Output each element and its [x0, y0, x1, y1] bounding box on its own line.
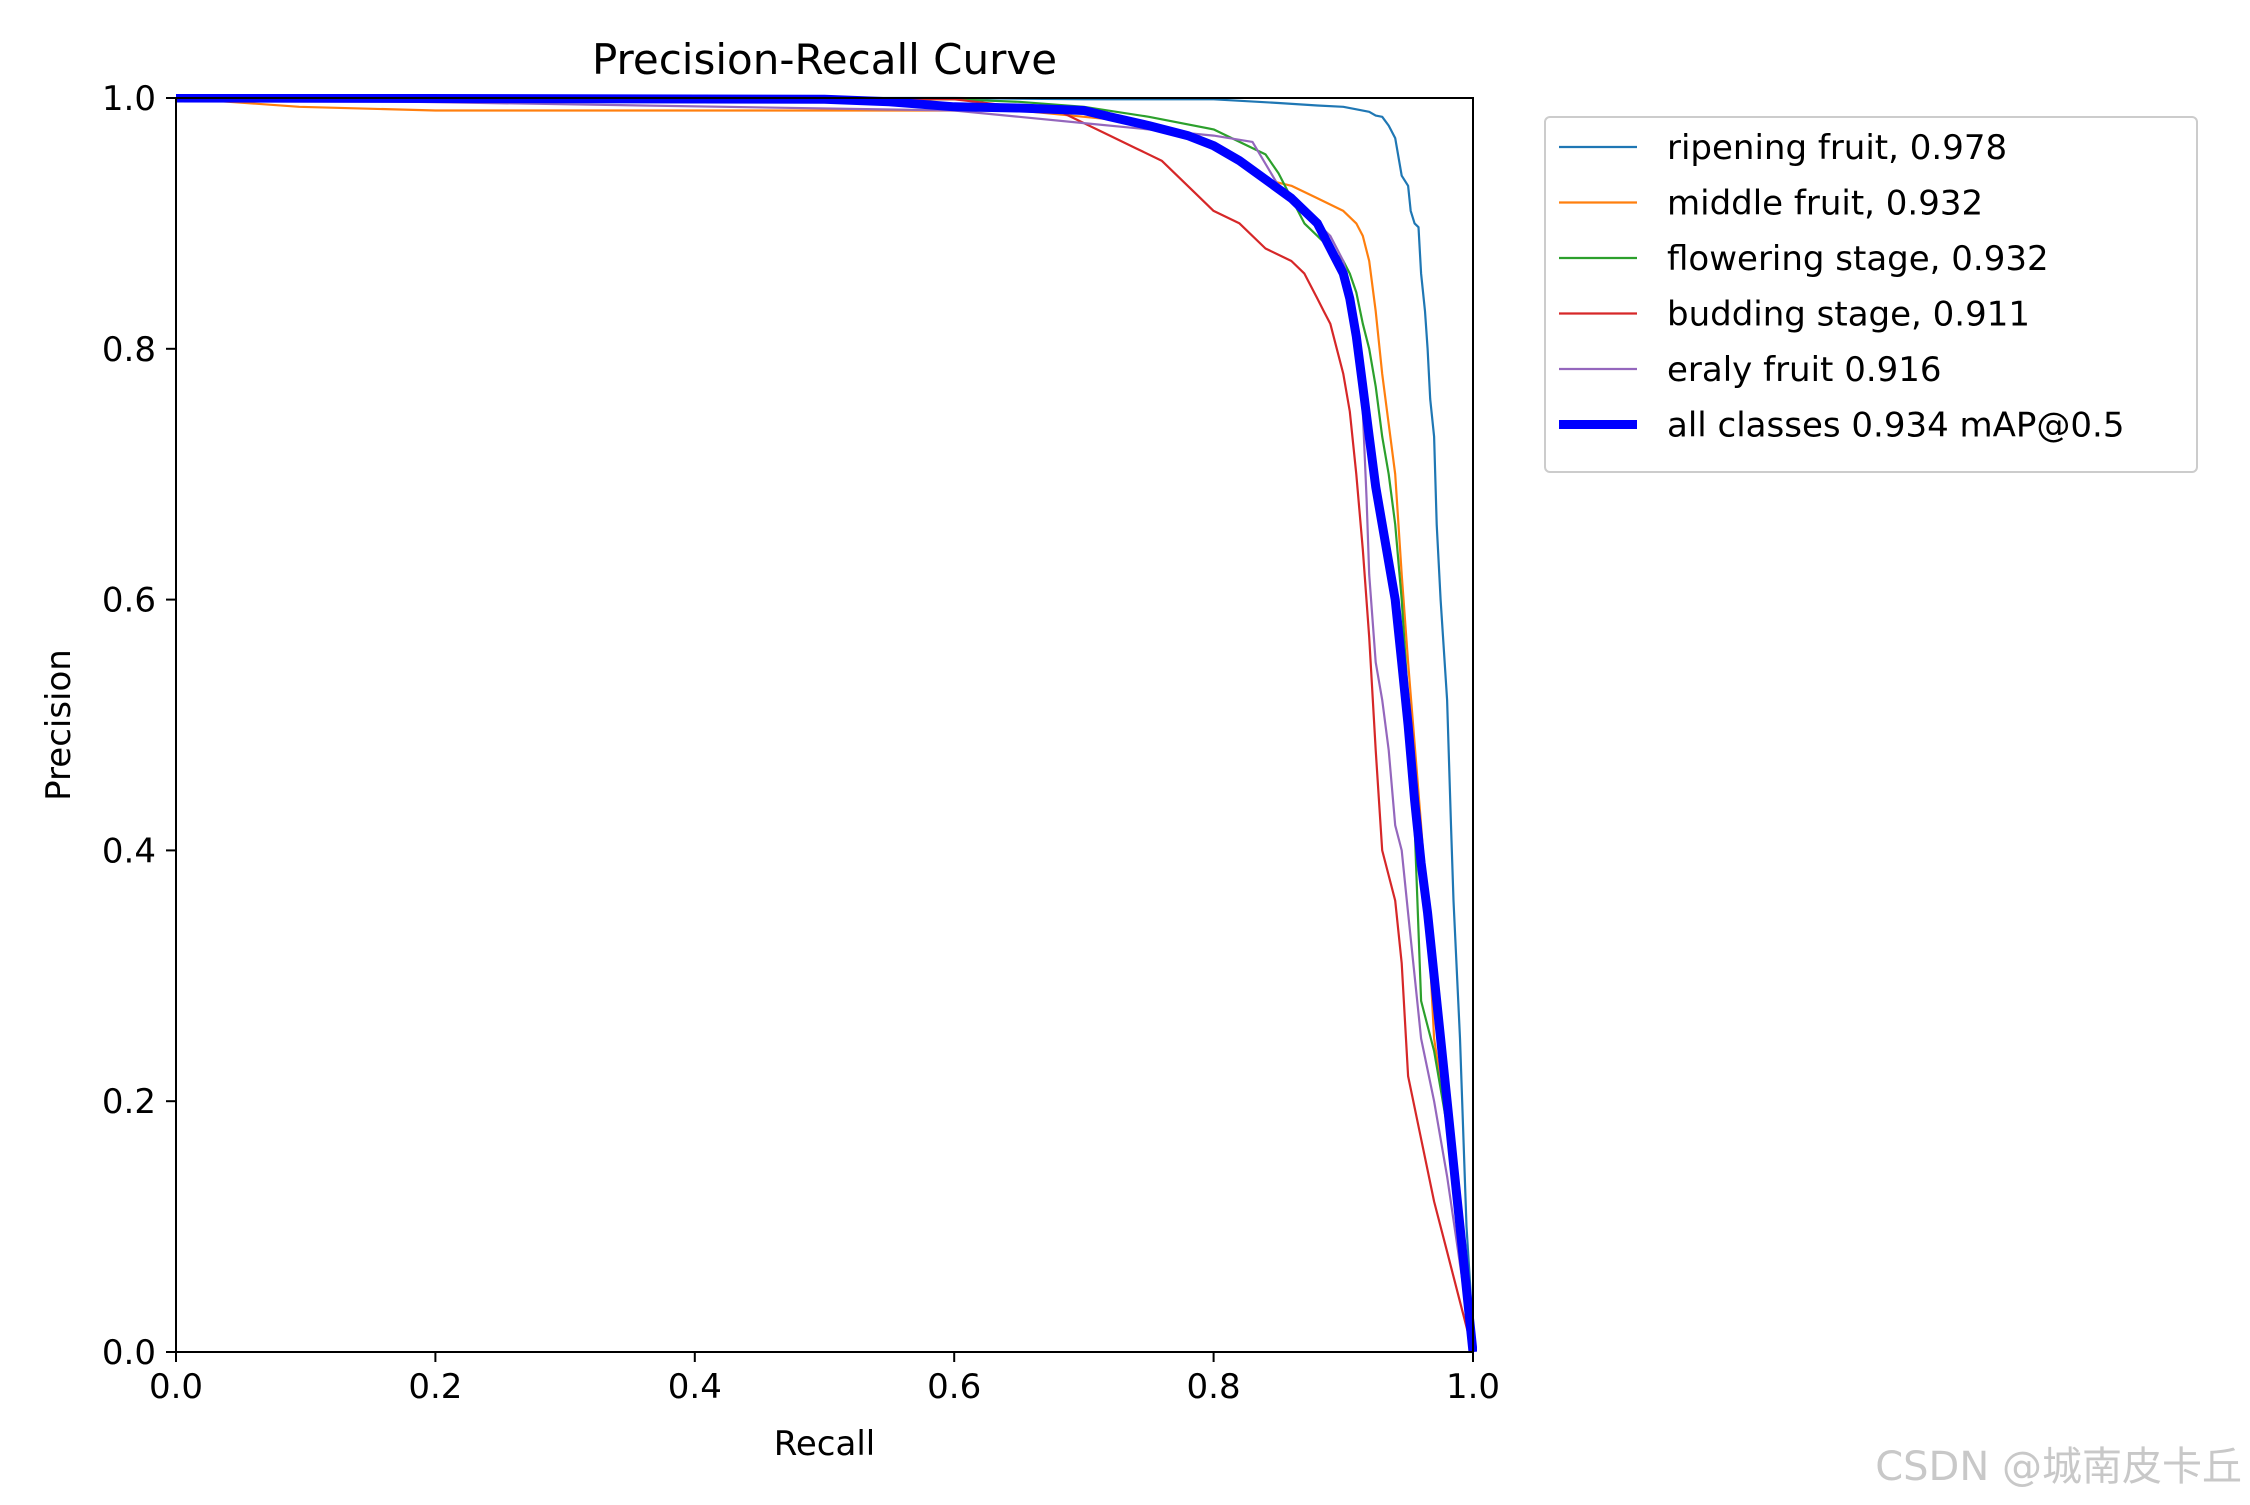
- series-line-5: [176, 94, 1477, 1353]
- series-line-4: [176, 96, 1475, 1353]
- chart-title: Precision-Recall Curve: [592, 35, 1057, 84]
- y-tick-label-4: 0.8: [102, 330, 156, 370]
- y-axis-label: Precision: [39, 649, 79, 801]
- x-axis-label: Recall: [774, 1424, 875, 1464]
- series-line-0: [176, 96, 1475, 1353]
- x-tick-label-3: 0.6: [927, 1367, 981, 1407]
- x-tick-label-0: 0.0: [149, 1367, 203, 1407]
- legend-entry-5: all classes 0.934 mAP@0.5: [1667, 406, 2124, 446]
- y-tick-label-3: 0.6: [102, 581, 156, 621]
- axes-frame: [175, 97, 1474, 1353]
- series-line-3: [176, 96, 1475, 1353]
- y-tick-label-0: 0.0: [102, 1333, 156, 1373]
- watermark-text: CSDN @城南皮卡丘: [1875, 1444, 2242, 1490]
- legend-entry-4: eraly fruit 0.916: [1667, 350, 1942, 390]
- x-tick-label-2: 0.4: [668, 1367, 722, 1407]
- legend-entry-1: middle fruit, 0.932: [1667, 184, 1983, 224]
- legend: ripening fruit, 0.978 middle fruit, 0.932…: [1544, 116, 2198, 473]
- y-tick-label-2: 0.4: [102, 831, 156, 871]
- y-tick-label-1: 0.2: [102, 1082, 156, 1122]
- legend-entry-2: flowering stage, 0.932: [1667, 239, 2049, 279]
- legend-box: [1544, 116, 2198, 473]
- x-tick-label-5: 1.0: [1446, 1367, 1500, 1407]
- series-group: [176, 94, 1477, 1353]
- series-line-2: [176, 96, 1475, 1353]
- series-line-1: [176, 96, 1475, 1353]
- x-tick-label-1: 0.2: [408, 1367, 462, 1407]
- x-tick-label-4: 0.8: [1187, 1367, 1241, 1407]
- y-tick-label-5: 1.0: [102, 79, 156, 119]
- legend-entry-0: ripening fruit, 0.978: [1667, 128, 2007, 168]
- legend-entry-3: budding stage, 0.911: [1667, 295, 2030, 335]
